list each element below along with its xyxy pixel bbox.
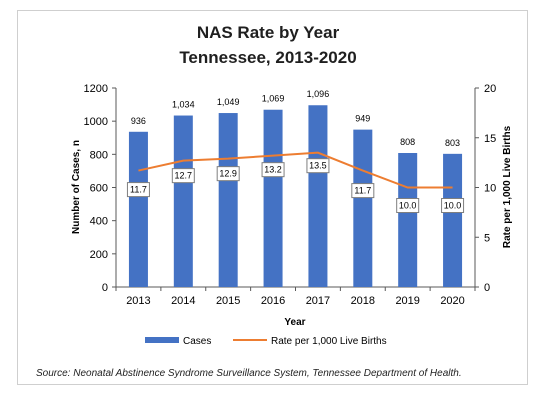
bar-2013	[128, 131, 148, 287]
rate-label-box-2019	[396, 198, 420, 213]
chart-subtitle: Tennessee, 2013-2020	[179, 48, 356, 67]
x-tick-label-2016: 2016	[261, 295, 285, 307]
y2-tick-label: 15	[484, 133, 496, 145]
bar-2014	[173, 115, 193, 287]
rate-label-box-2018	[351, 183, 375, 199]
source-note: Source: Neonatal Abstinence Syndrome Sur…	[36, 368, 462, 379]
y2-tick-label: 0	[484, 282, 490, 294]
left-tick-group: 0 200 400 600 800 1000 1200	[84, 83, 116, 294]
chart-title: NAS Rate by Year	[197, 23, 340, 42]
rate-label-2020: 10.0	[444, 201, 462, 211]
line-series	[138, 151, 453, 189]
x-tick-label-2019: 2019	[395, 295, 419, 307]
rate-label-box-2016	[261, 162, 285, 178]
bar-value-label-2013: 936	[131, 116, 146, 126]
bar-2015	[218, 113, 238, 287]
line-label-group: 11.7 12.7 12.9 13.2 13.5 11.7 10.0 10.0	[126, 158, 465, 213]
y2-tick-label: 5	[484, 232, 490, 244]
x-tick-label-2015: 2015	[216, 295, 240, 307]
bar-2017	[308, 105, 328, 287]
bar-label-group: 936 1,034 1,049 1,069 1,096 949 808 803	[131, 89, 460, 148]
rate-label-2019: 10.0	[399, 201, 417, 211]
y2-tick-label: 10	[484, 183, 496, 195]
right-tick-group: 0 5 10 15 20	[475, 83, 496, 294]
rate-label-2013: 11.7	[130, 185, 147, 195]
bar-value-label-2018: 949	[355, 114, 370, 124]
x-tick-label-2020: 2020	[440, 295, 464, 307]
x-axis-title: Year	[284, 317, 305, 328]
y2-tick-label: 20	[484, 83, 496, 95]
x-tick-label-2018: 2018	[351, 295, 375, 307]
y-tick-label: 400	[90, 216, 108, 228]
rate-label-2016: 13.2	[264, 165, 282, 175]
x-tick-group: 2013 2014 2015 2016 2017 2018 2019 2020	[115, 287, 476, 307]
x-tick-label-2014: 2014	[171, 295, 195, 307]
rate-label-2017: 13.5	[309, 161, 327, 171]
y2-axis-title: Rate per 1,000 Live Births	[502, 125, 513, 248]
rate-label-box-2014	[171, 168, 195, 184]
bar-2018	[353, 129, 373, 287]
legend-rate-label: Rate per 1,000 Live Births	[271, 336, 387, 347]
bar-series	[128, 105, 463, 287]
bar-value-label-2020: 803	[445, 138, 460, 148]
rate-label-2014: 12.7	[175, 171, 193, 181]
legend-cases-label: Cases	[183, 336, 211, 347]
x-tick-label-2013: 2013	[126, 295, 150, 307]
bar-2016	[263, 109, 283, 287]
y-tick-label: 800	[90, 149, 108, 161]
bar-value-label-2017: 1,096	[307, 89, 330, 99]
bar-value-label-2015: 1,049	[217, 97, 240, 107]
y-tick-label: 1000	[84, 116, 108, 128]
rate-label-box-2020	[441, 198, 465, 213]
rate-label-box-2015	[216, 166, 240, 182]
y-axis-title: Number of Cases, n	[71, 140, 82, 234]
rate-line	[138, 151, 453, 189]
bar-value-label-2016: 1,069	[262, 94, 285, 104]
y-tick-label: 0	[102, 282, 108, 294]
rate-label-2018: 11.7	[354, 186, 371, 196]
y-tick-label: 1200	[84, 83, 108, 95]
y-tick-label: 600	[90, 183, 108, 195]
legend-cases-swatch	[145, 337, 179, 343]
bar-value-label-2019: 808	[400, 137, 415, 147]
bar-2020	[443, 153, 463, 287]
y-tick-label: 200	[90, 249, 108, 261]
rate-label-2015: 12.9	[219, 169, 237, 179]
rate-label-box-2013	[126, 182, 150, 198]
bar-value-label-2014: 1,034	[172, 100, 195, 110]
bar-2019	[398, 153, 418, 287]
rate-label-box-2017	[306, 158, 330, 174]
x-tick-label-2017: 2017	[306, 295, 330, 307]
